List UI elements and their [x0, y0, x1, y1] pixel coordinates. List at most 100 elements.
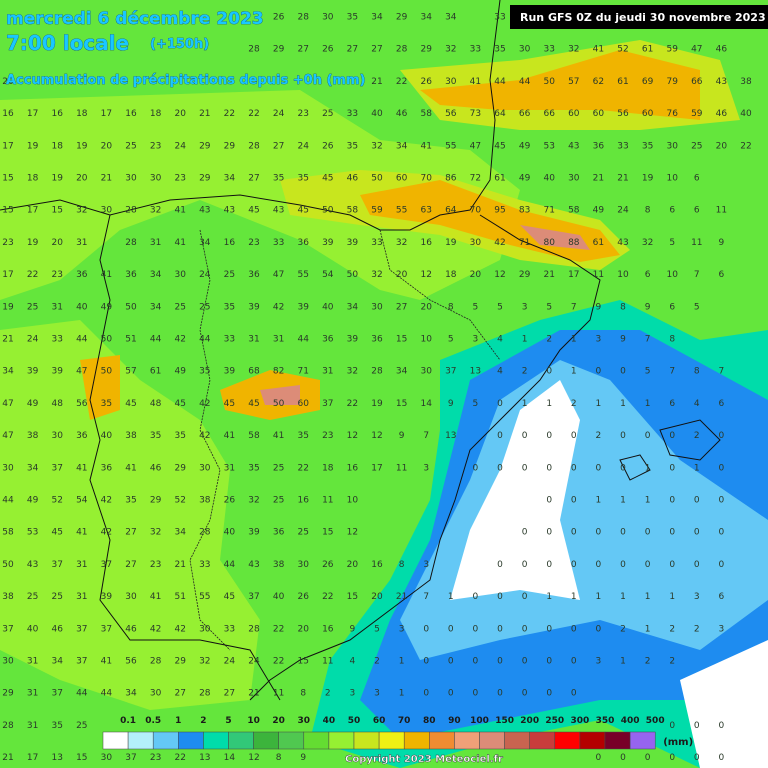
grid-value: 46 — [716, 45, 728, 55]
grid-value: 20 — [174, 109, 186, 119]
grid-value: 21 — [248, 689, 259, 699]
grid-value: 30 — [125, 592, 137, 602]
grid-value: 35 — [248, 463, 259, 473]
grid-value: 12 — [371, 431, 382, 441]
grid-value: 25 — [76, 721, 87, 731]
grid-value: 47 — [76, 367, 87, 377]
grid-value: 34 — [420, 13, 432, 23]
legend-level: 10 — [247, 716, 260, 726]
grid-value: 10 — [666, 270, 678, 280]
grid-value: 12 — [494, 270, 505, 280]
grid-value: 11 — [322, 657, 333, 667]
grid-value: 32 — [347, 367, 358, 377]
grid-value: 0 — [546, 560, 552, 570]
grid-value: 6 — [694, 174, 700, 184]
grid-value: 0 — [620, 560, 626, 570]
grid-value: 31 — [76, 238, 87, 248]
grid-value: 24 — [224, 657, 236, 667]
grid-value: 0 — [694, 753, 700, 763]
grid-value: 0 — [719, 463, 725, 473]
grid-value: 34 — [27, 463, 39, 473]
grid-value: 44 — [76, 689, 88, 699]
grid-value: 2 — [694, 431, 700, 441]
grid-value: 13 — [199, 753, 210, 763]
grid-value: 26 — [224, 496, 236, 506]
grid-value: 49 — [519, 174, 531, 184]
grid-value: 45 — [125, 399, 136, 409]
legend-swatch — [303, 731, 330, 750]
grid-value: 0 — [669, 463, 675, 473]
grid-value: 18 — [76, 109, 88, 119]
grid-value: 1 — [596, 496, 602, 506]
legend-level: 0.5 — [145, 716, 161, 726]
grid-value: 38 — [273, 560, 285, 570]
grid-value: 58 — [568, 206, 580, 216]
legend-level: 80 — [423, 716, 436, 726]
grid-value: 46 — [150, 463, 162, 473]
grid-value: 33 — [224, 335, 235, 345]
grid-value: 34 — [150, 302, 162, 312]
grid-value: 47 — [273, 270, 284, 280]
grid-value: 56 — [125, 657, 137, 667]
grid-value: 40 — [76, 302, 88, 312]
legend-swatch — [353, 731, 380, 750]
grid-value: 30 — [568, 174, 580, 184]
grid-value: 68 — [248, 367, 260, 377]
grid-value: 30 — [150, 174, 162, 184]
grid-value: 3 — [522, 302, 528, 312]
grid-value: 19 — [27, 141, 39, 151]
grid-value: 25 — [273, 463, 284, 473]
grid-value: 34 — [2, 367, 14, 377]
grid-value: 29 — [273, 45, 285, 55]
grid-value: 10 — [420, 335, 432, 345]
grid-value: 45 — [51, 528, 62, 538]
grid-value: 36 — [273, 528, 285, 538]
grid-value: 3 — [596, 657, 602, 667]
grid-value: 28 — [248, 624, 260, 634]
grid-value: 0 — [497, 560, 503, 570]
grid-value: 43 — [199, 206, 210, 216]
grid-value: 42 — [273, 302, 284, 312]
grid-value: 25 — [224, 270, 235, 280]
grid-value: 0 — [694, 496, 700, 506]
grid-value: 22 — [273, 657, 284, 667]
grid-value: 0 — [497, 463, 503, 473]
grid-value: 34 — [396, 367, 408, 377]
grid-value: 32 — [199, 657, 210, 667]
grid-value: 1 — [620, 496, 626, 506]
grid-value: 57 — [125, 367, 136, 377]
grid-value: 23 — [150, 753, 161, 763]
legend-level: 500 — [646, 716, 665, 726]
grid-value: 50 — [101, 335, 113, 345]
grid-value: 35 — [273, 174, 284, 184]
legend-swatch — [554, 731, 581, 750]
grid-value: 30 — [666, 141, 678, 151]
legend-level: 100 — [470, 716, 489, 726]
grid-value: 15 — [396, 335, 407, 345]
grid-value: 0 — [645, 431, 651, 441]
grid-value: 24 — [27, 335, 39, 345]
grid-value: 66 — [519, 109, 531, 119]
grid-value: 55 — [396, 206, 407, 216]
grid-value: 43 — [224, 206, 235, 216]
grid-value: 25 — [174, 302, 185, 312]
grid-value: 27 — [347, 45, 358, 55]
grid-value: 42 — [150, 624, 161, 634]
grid-value: 11 — [716, 206, 727, 216]
grid-value: 28 — [248, 45, 260, 55]
grid-value: 60 — [297, 399, 309, 409]
grid-value: 1 — [620, 399, 626, 409]
legend-level: 90 — [448, 716, 461, 726]
grid-value: 26 — [273, 13, 285, 23]
grid-value: 22 — [174, 753, 185, 763]
grid-value: 58 — [248, 431, 260, 441]
grid-value: 37 — [51, 463, 62, 473]
grid-value: 7 — [571, 302, 577, 312]
grid-value: 7 — [694, 270, 700, 280]
grid-value: 3 — [694, 592, 700, 602]
grid-value: 19 — [2, 302, 14, 312]
grid-value: 40 — [101, 431, 113, 441]
grid-value: 0 — [620, 528, 626, 538]
grid-value: 22 — [740, 141, 751, 151]
grid-value: 27 — [273, 141, 284, 151]
